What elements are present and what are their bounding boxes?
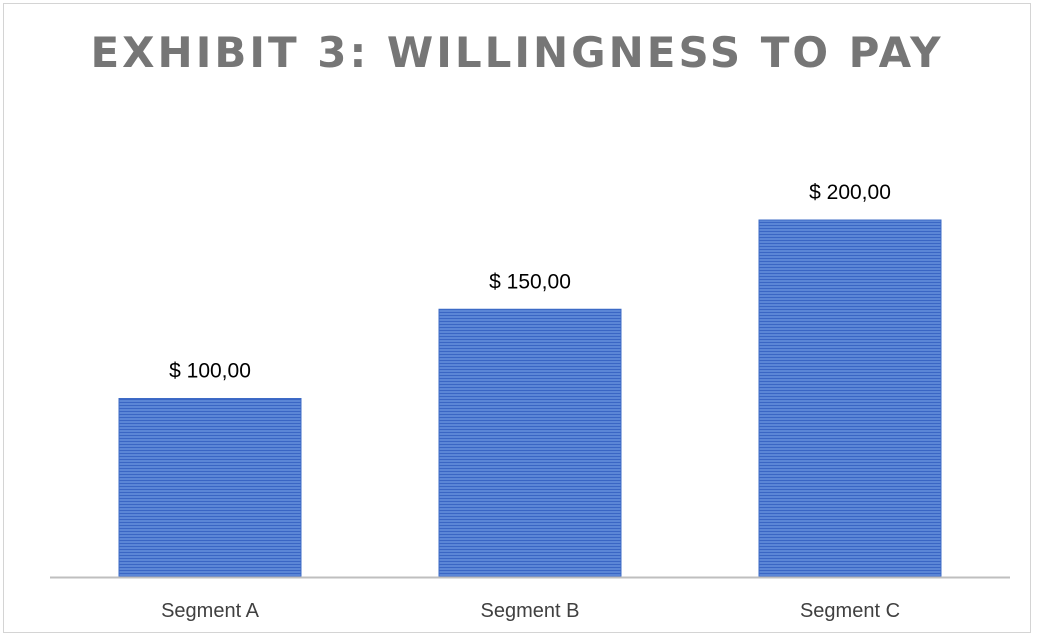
x-tick-label: Segment A bbox=[161, 600, 260, 622]
data-label: $ 150,00 bbox=[489, 270, 571, 293]
data-label: $ 200,00 bbox=[809, 181, 891, 204]
chart-title: EXHIBIT 3: WILLINGNESS TO PAY bbox=[90, 28, 944, 77]
labels-layer: $ 100,00 Segment A $ 150,00 Segment B $ 200,… bbox=[161, 181, 900, 622]
bar-segment-c bbox=[758, 219, 942, 578]
bar-segment-a bbox=[118, 398, 302, 578]
bar-segment-b bbox=[438, 308, 622, 578]
data-label: $ 100,00 bbox=[169, 360, 251, 383]
x-tick-label: Segment C bbox=[800, 600, 900, 622]
x-tick-label: Segment B bbox=[481, 600, 580, 622]
bars-layer bbox=[118, 219, 942, 578]
